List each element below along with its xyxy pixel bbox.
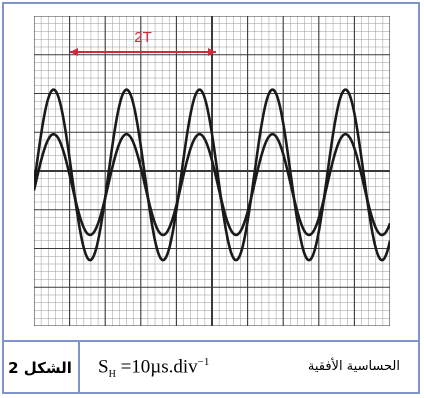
grid [34,16,390,326]
period-marker-label: 2T [134,29,152,46]
oscillogram-svg: 2T [34,16,390,326]
signal-large-amplitude [34,88,390,262]
horizontal-sensitivity-value: SH =10µs.div−1 [98,356,210,381]
horizontal-sensitivity-label: الحساسية الأفقية [307,359,400,374]
period-marker-left-arrow [70,48,78,56]
oscilloscope-screen: 2T [34,16,390,326]
caption-bar: الشكل 2 SH =10µs.div−1 الحساسية الأفقية [2,340,420,394]
period-marker-right-arrow [208,48,216,56]
signal-small-amplitude [34,132,390,237]
figure-label: الشكل 2 [2,342,80,394]
